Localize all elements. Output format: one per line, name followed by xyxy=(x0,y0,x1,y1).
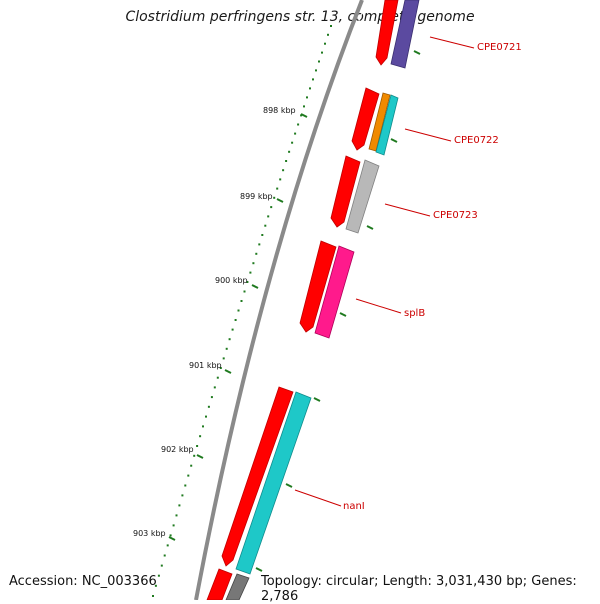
scale-label-899: 899 kbp xyxy=(240,192,273,201)
scale-dot xyxy=(267,215,270,218)
label-leaders xyxy=(294,36,475,507)
gene-forward-6 xyxy=(206,568,233,600)
scale-dot xyxy=(330,25,332,27)
scale-dot xyxy=(196,445,199,447)
gene-splb xyxy=(314,245,355,339)
scale-dot xyxy=(297,123,300,126)
scale-dot xyxy=(249,271,252,274)
forward-genes xyxy=(206,0,399,600)
gene-cpe0722-b xyxy=(375,94,399,156)
scale-dot xyxy=(258,243,261,246)
scale-dot xyxy=(219,367,222,369)
scale-dot xyxy=(237,309,240,312)
scale-dot xyxy=(184,484,187,487)
scale-dot xyxy=(216,376,219,379)
scale-dot xyxy=(261,234,264,236)
scale-dot xyxy=(273,196,276,199)
scale-dot xyxy=(321,51,323,54)
scale-dot xyxy=(169,534,172,537)
gene-reverse-bottom xyxy=(225,573,250,600)
scale-dot xyxy=(285,160,288,162)
scale-dot xyxy=(157,574,160,577)
scale-dot xyxy=(279,178,282,181)
gene-forward-5 xyxy=(221,386,294,567)
scale-dot xyxy=(324,42,326,45)
scale-label-900: 900 kbp xyxy=(215,276,248,285)
scale-dot xyxy=(327,33,329,36)
scale-dot xyxy=(160,564,163,567)
scale-dot xyxy=(152,595,154,597)
gene-nani xyxy=(235,391,312,575)
scale-dot xyxy=(234,319,237,321)
scale-dot xyxy=(172,524,175,527)
scale-dots xyxy=(152,25,332,597)
genome-backbone xyxy=(194,0,364,600)
scale-dot xyxy=(166,544,169,547)
gene-forward-1 xyxy=(375,0,399,66)
scale-dot xyxy=(264,224,267,227)
gene-cpe0721 xyxy=(390,0,420,69)
scale-dot xyxy=(288,150,291,153)
scale-dot xyxy=(318,60,320,63)
scale-dot xyxy=(252,262,255,265)
label-cpe0721: CPE0721 xyxy=(477,42,522,53)
gene-forward-3 xyxy=(330,155,361,228)
scale-dot xyxy=(255,252,258,255)
scale-dot xyxy=(199,435,202,438)
scale-dot xyxy=(178,504,181,507)
scale-dot xyxy=(243,290,246,293)
scale-dot xyxy=(291,141,294,144)
scale-dot xyxy=(222,357,225,360)
scale-dot xyxy=(312,78,314,81)
scale-label-898: 898 kbp xyxy=(263,106,296,115)
scale-dot xyxy=(202,425,204,428)
label-cpe0723: CPE0723 xyxy=(433,210,478,221)
scale-dot xyxy=(309,87,311,90)
scale-dot xyxy=(240,300,243,302)
scale-dot xyxy=(228,338,231,341)
scale-dot xyxy=(190,464,193,467)
scale-dot xyxy=(282,169,285,172)
scale-marks: 898 kbp 899 kbp 900 kbp 901 kbp 902 kbp … xyxy=(133,106,308,541)
scale-dot xyxy=(181,494,184,497)
gene-cpe0723 xyxy=(345,159,380,234)
scale-dot xyxy=(213,386,216,389)
scale-dot xyxy=(225,347,228,350)
scale-dot xyxy=(270,206,273,209)
scale-dot xyxy=(231,328,234,331)
scale-dot xyxy=(303,105,305,108)
scale-dot xyxy=(210,396,213,399)
scale-dot xyxy=(154,584,157,587)
scale-dot xyxy=(294,132,297,135)
scale-dot xyxy=(205,415,207,418)
scale-dot xyxy=(163,554,166,557)
scale-dot xyxy=(300,114,303,117)
scale-dot xyxy=(187,474,190,477)
scale-dot xyxy=(193,454,196,457)
gene-forward-4 xyxy=(299,240,337,333)
scale-dot xyxy=(276,187,279,190)
reverse-genes xyxy=(225,0,420,600)
scale-label-901: 901 kbp xyxy=(189,361,222,370)
scale-dot xyxy=(306,96,308,99)
scale-dot xyxy=(315,69,317,72)
scale-dot xyxy=(207,405,210,408)
label-nani: nanI xyxy=(343,501,365,512)
gene-forward-2 xyxy=(351,87,380,151)
label-splb: splB xyxy=(404,308,425,319)
gene-labels: CPE0721 CPE0722 CPE0723 splB nanI xyxy=(343,42,522,512)
scale-label-902: 902 kbp xyxy=(161,445,194,454)
gene-track-ticks xyxy=(255,50,421,572)
scale-dot xyxy=(175,514,178,517)
accession-text: Accession: NC_003366 xyxy=(9,574,157,589)
label-cpe0722: CPE0722 xyxy=(454,135,499,146)
scale-dot xyxy=(246,281,249,283)
scale-label-903: 903 kbp xyxy=(133,529,166,538)
